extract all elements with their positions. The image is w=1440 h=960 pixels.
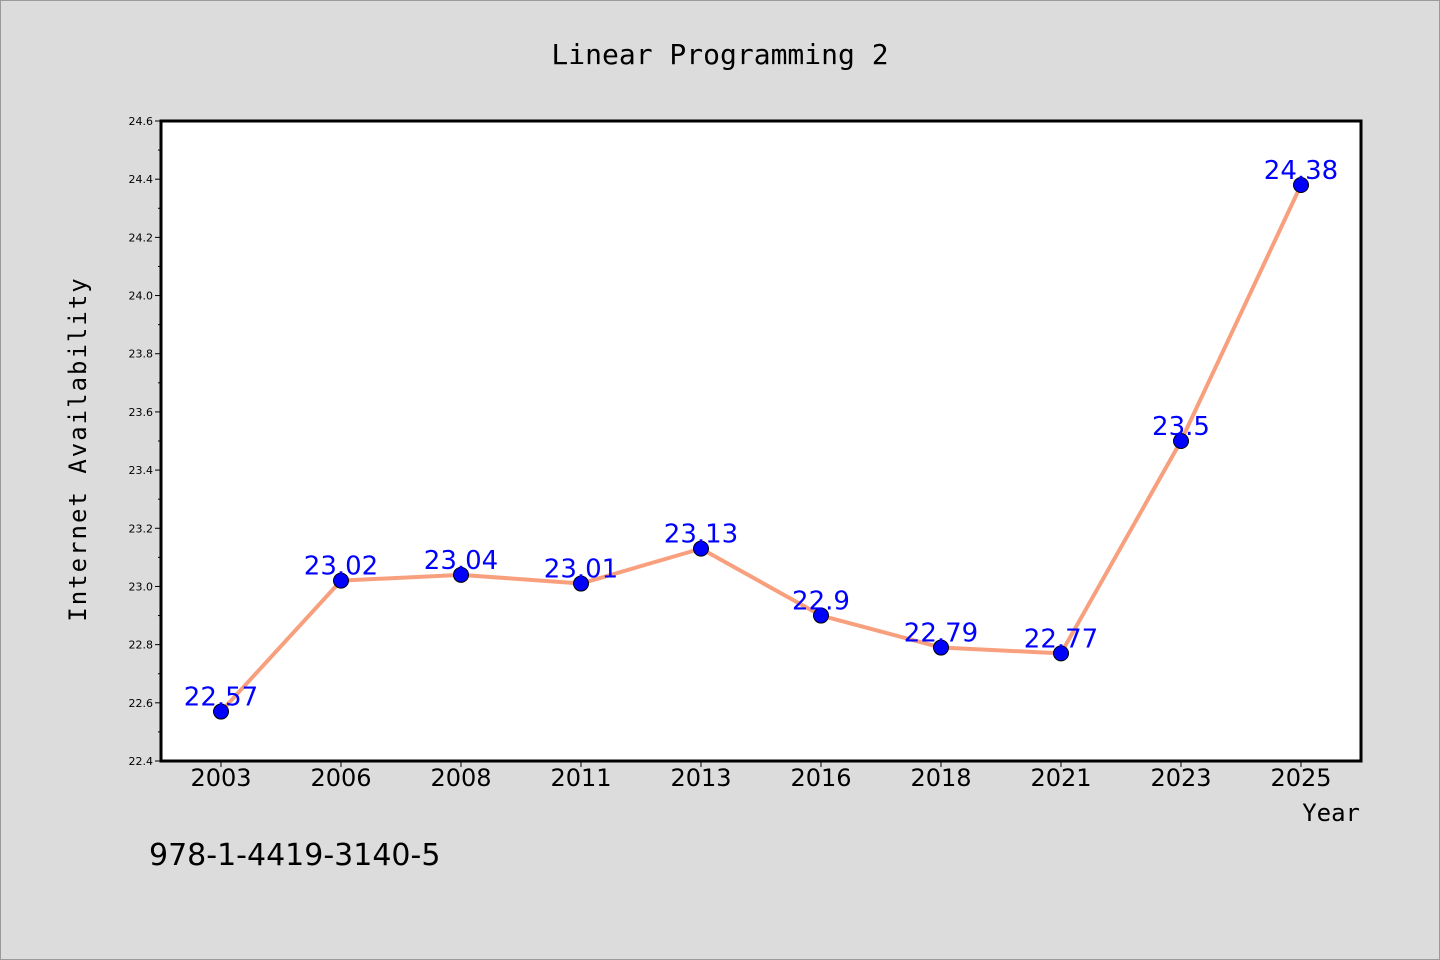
x-axis-ticks: 2003 2006 2008 2011 2013 2016 2018 2021 2023 2025 bbox=[190, 761, 1332, 792]
data-label: 22.57 bbox=[184, 683, 258, 713]
data-point bbox=[453, 566, 469, 583]
data-point bbox=[933, 639, 949, 656]
x-tick-label: 2013 bbox=[670, 764, 731, 792]
series-line bbox=[219, 184, 1303, 713]
y-tick-label: 23.4 bbox=[129, 464, 154, 477]
data-label: 22.9 bbox=[792, 587, 850, 617]
x-tick-label: 2021 bbox=[1030, 764, 1091, 792]
x-tick-label: 2011 bbox=[550, 764, 611, 792]
y-tick-label: 24.0 bbox=[129, 290, 154, 303]
y-tick-label: 24.6 bbox=[129, 115, 154, 128]
y-axis-ticks: 22.4 22.6 22.8 23.0 23.2 23.4 23.6 23.8 24.0 24.2… bbox=[129, 115, 161, 768]
plot-frame bbox=[159, 119, 1363, 763]
x-tick-label: 2006 bbox=[310, 764, 371, 792]
data-label: 22.79 bbox=[904, 619, 978, 649]
data-point bbox=[813, 607, 829, 624]
y-tick-label: 22.4 bbox=[129, 755, 154, 768]
x-tick-label: 2018 bbox=[910, 764, 971, 792]
y-tick-label: 23.8 bbox=[129, 348, 154, 361]
y-tick-label: 22.8 bbox=[129, 639, 154, 652]
x-tick-label: 2008 bbox=[430, 764, 491, 792]
y-tick-label: 22.6 bbox=[129, 697, 154, 710]
data-point bbox=[1173, 433, 1189, 449]
data-label: 22.77 bbox=[1024, 624, 1098, 654]
data-point bbox=[213, 703, 229, 720]
data-point bbox=[1293, 177, 1309, 193]
y-tick-label: 23.0 bbox=[129, 580, 154, 593]
data-point bbox=[1053, 645, 1069, 662]
isbn-annotation: 978-1-4419-3140-5 bbox=[149, 838, 440, 873]
y-tick-label: 24.2 bbox=[129, 231, 154, 244]
y-tick-label: 23.2 bbox=[129, 522, 154, 535]
x-tick-label: 2016 bbox=[790, 764, 851, 792]
series-group: 22.57 23.02 23.04 23.01 23.13 22.9 22.79 22.77 2… bbox=[184, 156, 1338, 720]
data-label: 23.13 bbox=[664, 520, 738, 550]
x-tick-label: 2023 bbox=[1150, 764, 1211, 792]
data-point bbox=[333, 572, 349, 589]
y-tick-label: 24.4 bbox=[129, 173, 154, 186]
x-axis-label: Year bbox=[1302, 799, 1360, 827]
data-label: 24.38 bbox=[1264, 156, 1338, 186]
y-tick-label: 23.6 bbox=[129, 406, 154, 419]
data-label: 23.5 bbox=[1152, 412, 1210, 442]
data-point bbox=[573, 575, 589, 592]
data-label: 23.01 bbox=[544, 555, 618, 585]
x-tick-label: 2003 bbox=[190, 764, 251, 792]
data-label: 23.02 bbox=[304, 552, 378, 582]
data-label: 23.04 bbox=[424, 546, 498, 576]
plot-area bbox=[161, 121, 1361, 761]
y-axis-label: Internet Availability bbox=[64, 276, 92, 621]
x-tick-label: 2025 bbox=[1270, 764, 1331, 792]
chart-title: Linear Programming 2 bbox=[551, 38, 888, 71]
data-point bbox=[693, 540, 709, 557]
